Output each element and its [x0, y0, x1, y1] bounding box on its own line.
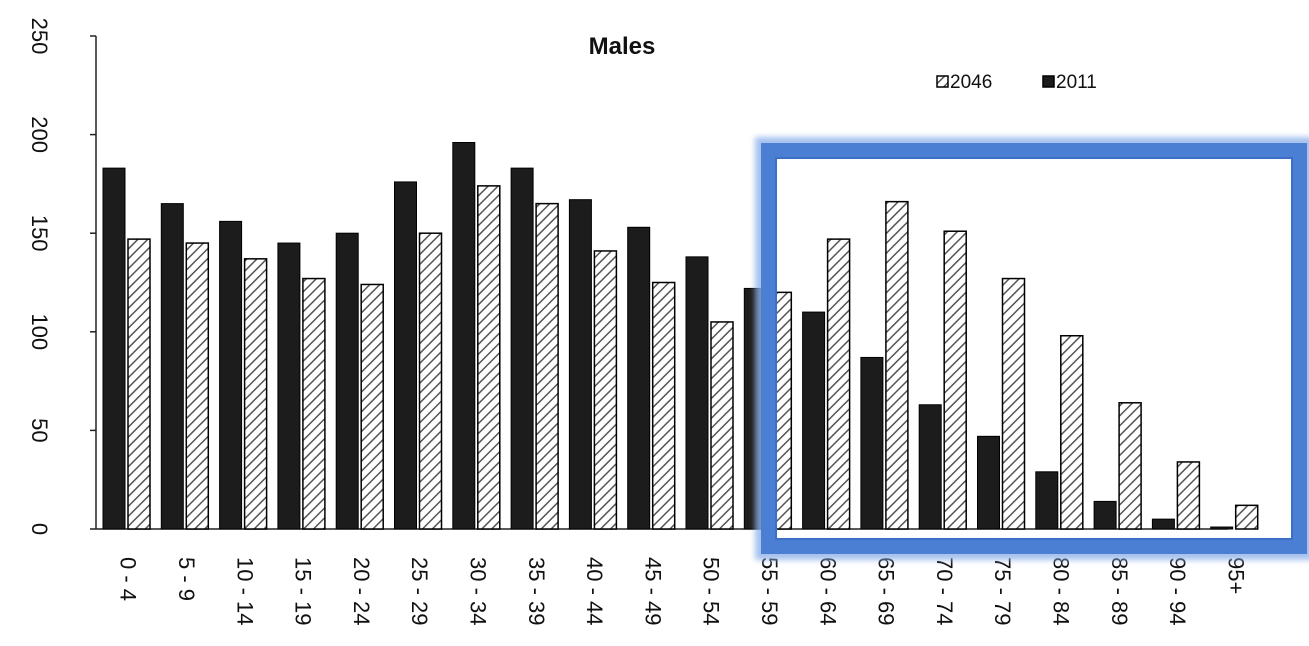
x-tick-label: 60 - 64: [815, 557, 840, 626]
bars: [102, 141, 1259, 530]
bar-2011: [918, 404, 942, 530]
x-tick-label: 70 - 74: [932, 557, 957, 626]
x-tick-label: 45 - 49: [640, 557, 665, 626]
bar-2011: [160, 203, 184, 530]
x-tick-label: 90 - 94: [1165, 557, 1190, 626]
y-tick-label: 50: [27, 418, 52, 442]
bar-2011: [802, 311, 826, 530]
bar-2046: [651, 281, 676, 530]
bar-2011: [1093, 500, 1117, 530]
bar-2011: [685, 256, 709, 530]
bar-2046: [885, 200, 909, 530]
x-tick-label: 15 - 19: [291, 557, 316, 626]
bar-2046: [1001, 277, 1026, 530]
bar-2011: [510, 167, 534, 530]
bar-2011: [219, 220, 243, 530]
bar-2046: [418, 232, 443, 530]
highlight-frame: [761, 143, 1307, 554]
highlight-inner-edge: [775, 157, 1293, 540]
y-tick-label: 100: [27, 313, 52, 350]
x-tick-label: 75 - 79: [990, 557, 1015, 626]
highlight-box: [755, 137, 1309, 560]
x-tick-label: 85 - 89: [1107, 557, 1132, 626]
x-tick-label: 20 - 24: [349, 557, 374, 626]
y-tick-label: 150: [27, 215, 52, 252]
x-tick-label: 35 - 39: [524, 557, 549, 626]
x-tick-label: 65 - 69: [874, 557, 899, 626]
x-tick-label: 10 - 14: [232, 557, 257, 626]
x-tick-label: 40 - 44: [582, 557, 607, 626]
legend-swatch-2046: [936, 75, 949, 88]
y-tick-label: 250: [27, 18, 52, 55]
bar-2011: [1210, 526, 1234, 530]
bar-2046: [943, 230, 967, 530]
bar-2046: [710, 321, 734, 530]
bar-2011: [627, 226, 651, 530]
x-tick-label: 50 - 54: [699, 557, 724, 626]
bar-2046: [593, 250, 618, 530]
x-tick-label: 25 - 29: [407, 557, 432, 626]
x-tick-label: 55 - 59: [757, 557, 782, 626]
bar-2046: [1234, 504, 1259, 530]
bar-2046: [1176, 461, 1201, 530]
bar-2011: [102, 167, 126, 530]
bar-2046: [127, 238, 151, 530]
x-axis: 0 - 4 5 - 9 10 - 14 15 - 19 20 - 24 25 - 29 30…: [116, 557, 1249, 626]
legend-label-2011: 2011: [1056, 72, 1097, 93]
bar-2011: [277, 242, 301, 530]
x-tick-label: 5 - 9: [174, 557, 199, 601]
legend: 2046 2011: [936, 72, 1097, 93]
bar-2046: [302, 277, 326, 530]
bar-2046: [535, 202, 559, 530]
x-tick-label: 80 - 84: [1048, 557, 1073, 626]
bar-2011: [568, 199, 592, 530]
x-tick-label: 0 - 4: [116, 557, 141, 601]
chart-title: Males: [589, 33, 656, 60]
bar-2011: [1151, 518, 1175, 530]
bar-2011: [335, 232, 359, 530]
y-tick-label: 0: [27, 523, 52, 535]
bar-2011: [452, 141, 476, 530]
bar-2046: [826, 238, 851, 530]
x-tick-label: 30 - 34: [465, 557, 490, 626]
bar-2046: [477, 185, 501, 530]
bar-2046: [1060, 334, 1084, 530]
y-tick-label: 200: [27, 116, 52, 153]
bar-2046: [1118, 402, 1142, 530]
bar-2046: [243, 258, 268, 530]
bar-2046: [185, 242, 210, 530]
bar-2011: [1035, 471, 1059, 530]
legend-swatch-2011: [1042, 75, 1055, 88]
bar-2011: [977, 435, 1000, 530]
bar-2046: [360, 283, 384, 530]
x-tick-label: 95+: [1223, 557, 1248, 594]
bar-2011: [860, 356, 884, 530]
legend-label-2046: 2046: [950, 72, 992, 93]
bar-2011: [394, 181, 417, 530]
